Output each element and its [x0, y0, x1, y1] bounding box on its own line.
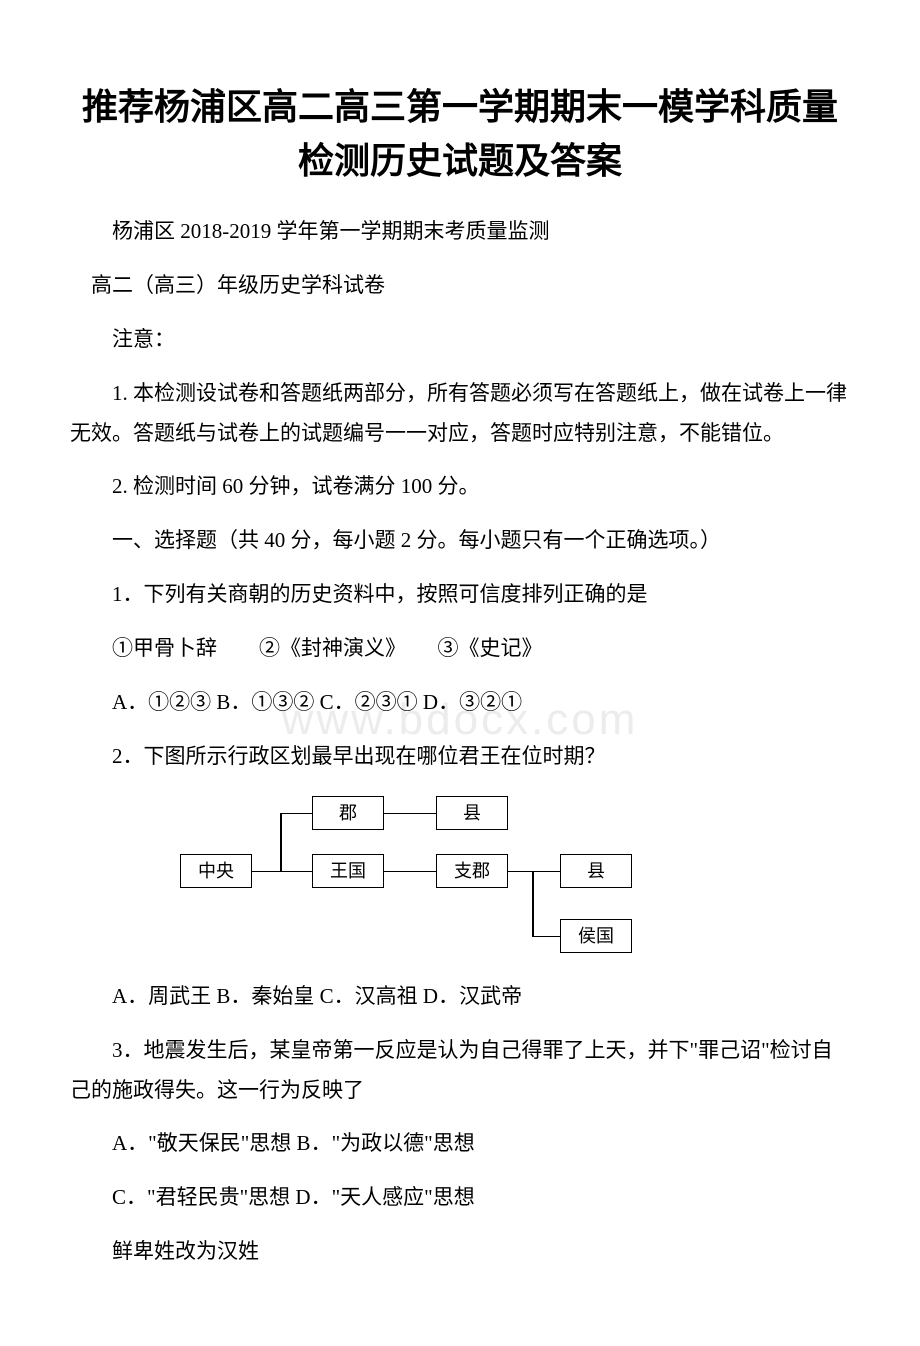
trailing-line: 鲜卑姓改为汉姓	[70, 1232, 850, 1272]
diagram-node-jun-label: 郡	[339, 804, 357, 822]
diagram-node-jun: 郡	[312, 796, 384, 830]
subtitle-line-2: 高二（高三）年级历史学科试卷	[70, 266, 850, 306]
connector-line	[532, 871, 560, 873]
diagram-node-xian-top-label: 县	[463, 804, 481, 822]
q2-stem: 2．下图所示行政区划最早出现在哪位君王在位时期？	[70, 737, 850, 777]
q1-items: ①甲骨卜辞 ②《封神演义》 ③《史记》	[70, 629, 850, 669]
diagram-node-houguo: 侯国	[560, 919, 632, 953]
diagram-node-wangguo: 王国	[312, 854, 384, 888]
connector-line	[508, 871, 532, 873]
connector-line	[384, 871, 436, 873]
q1-stem: 1．下列有关商朝的历史资料中，按照可信度排列正确的是	[70, 575, 850, 615]
diagram-node-xian-right-label: 县	[587, 862, 605, 880]
diagram-node-xian-top: 县	[436, 796, 508, 830]
q1-options: A．①②③ B．①③② C．②③① D．③②①	[70, 683, 850, 723]
q3-options-cd: C．"君轻民贵"思想 D．"天人感应"思想	[70, 1178, 850, 1218]
connector-line	[532, 871, 534, 936]
q3-options-ab: A．"敬天保民"思想 B．"为政以德"思想	[70, 1124, 850, 1164]
document-body: 推荐杨浦区高二高三第一学期期末一模学科质量检测历史试题及答案 杨浦区 2018-…	[70, 80, 850, 1272]
connector-line	[280, 813, 282, 871]
q3-stem: 3．地震发生后，某皇帝第一反应是认为自己得罪了上天，并下"罪己诏"检讨自己的施政…	[70, 1031, 850, 1111]
section-1-heading: 一、选择题（共 40 分，每小题 2 分。每小题只有一个正确选项。）	[70, 521, 850, 561]
diagram-node-houguo-label: 侯国	[578, 927, 614, 945]
notice-label: 注意：	[70, 320, 850, 360]
q2-options: A．周武王 B．秦始皇 C．汉高祖 D．汉武帝	[70, 977, 850, 1017]
notice-2: 2. 检测时间 60 分钟，试卷满分 100 分。	[70, 467, 850, 507]
q2-diagram: 中央郡王国县支郡县侯国	[180, 791, 850, 961]
document-title: 推荐杨浦区高二高三第一学期期末一模学科质量检测历史试题及答案	[70, 80, 850, 188]
connector-line	[252, 871, 280, 873]
connector-line	[280, 871, 312, 873]
subtitle-line-1: 杨浦区 2018-2019 学年第一学期期末考质量监测	[70, 212, 850, 252]
notice-1: 1. 本检测设试卷和答题纸两部分，所有答题必须写在答题纸上，做在试卷上一律无效。…	[70, 374, 850, 454]
connector-line	[280, 813, 312, 815]
diagram-node-wangguo-label: 王国	[330, 862, 366, 880]
connector-line	[532, 936, 560, 938]
diagram-node-center: 中央	[180, 854, 252, 888]
diagram-node-zhijun-label: 支郡	[454, 862, 490, 880]
connector-line	[384, 813, 436, 815]
diagram-node-center-label: 中央	[198, 862, 234, 880]
diagram-node-xian-right: 县	[560, 854, 632, 888]
diagram-node-zhijun: 支郡	[436, 854, 508, 888]
